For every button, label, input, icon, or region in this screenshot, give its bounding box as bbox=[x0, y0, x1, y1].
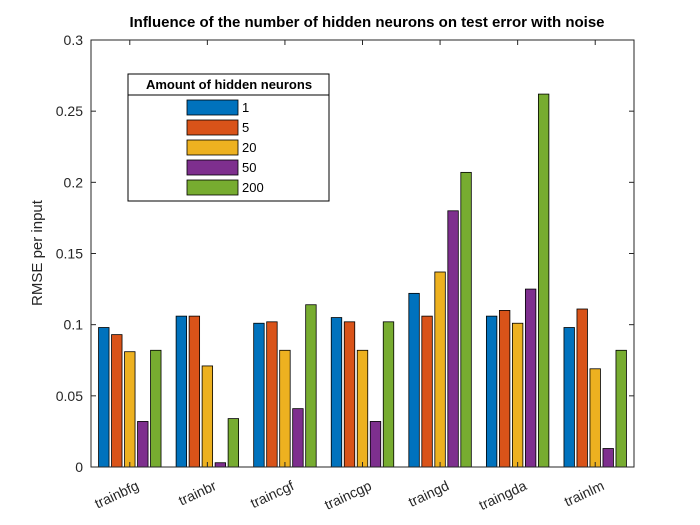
bar-traingda-20 bbox=[511, 322, 524, 468]
y-tick-label: 0 bbox=[75, 459, 83, 475]
bar-traincgf-200 bbox=[305, 304, 317, 468]
x-tick-label: trainbfg bbox=[92, 477, 141, 511]
y-tick-label: 0.05 bbox=[56, 388, 83, 404]
bar-trainbr-20 bbox=[201, 365, 214, 468]
bar-traingd-200 bbox=[460, 171, 472, 468]
bar-traingda-200 bbox=[537, 93, 550, 468]
legend-swatch-5 bbox=[186, 119, 239, 136]
bar-trainbr-50 bbox=[214, 462, 227, 468]
x-tick-label: traingda bbox=[476, 477, 529, 513]
chart-title: Influence of the number of hidden neuron… bbox=[129, 14, 604, 31]
bar-traincgf-50 bbox=[292, 408, 304, 468]
bar-traingd-5 bbox=[421, 315, 433, 468]
bar-traincgp-200 bbox=[382, 321, 395, 468]
y-axis-label: RMSE per input bbox=[29, 199, 46, 306]
bar-traingda-1 bbox=[485, 315, 498, 468]
bar-trainlm-1 bbox=[563, 327, 575, 468]
legend: Amount of hidden neurons 1 5 20 50 200 bbox=[127, 73, 330, 202]
x-tick-label: trainlm bbox=[562, 477, 607, 509]
y-tick-label: 0.25 bbox=[56, 103, 83, 119]
bar-traincgp-50 bbox=[369, 421, 382, 468]
bar-traincgf-1 bbox=[253, 322, 265, 468]
bar-trainbr-5 bbox=[188, 315, 201, 468]
legend-swatch-200 bbox=[186, 179, 239, 196]
bar-trainlm-50 bbox=[602, 448, 614, 468]
bar-traingd-20 bbox=[434, 271, 446, 468]
bar-trainbfg-50 bbox=[137, 421, 149, 468]
bar-traingd-1 bbox=[408, 292, 420, 468]
bar-trainbfg-20 bbox=[124, 351, 136, 468]
bar-trainlm-5 bbox=[576, 308, 588, 468]
y-tick-label: 0.2 bbox=[64, 174, 84, 190]
bar-trainbr-200 bbox=[227, 418, 240, 468]
bar-traingda-5 bbox=[498, 310, 511, 468]
bar-trainbfg-1 bbox=[98, 327, 110, 468]
bar-trainbr-1 bbox=[175, 315, 188, 468]
legend-title: Amount of hidden neurons bbox=[146, 77, 312, 92]
bar-trainlm-20 bbox=[589, 368, 601, 468]
legend-swatch-50 bbox=[186, 159, 239, 176]
legend-items: 1 5 20 50 200 bbox=[186, 99, 264, 196]
legend-label-5: 5 bbox=[242, 120, 249, 135]
y-tick-label: 0.3 bbox=[64, 32, 84, 48]
x-tick-label: traincgp bbox=[322, 477, 374, 513]
legend-label-50: 50 bbox=[242, 160, 256, 175]
bar-traincgp-5 bbox=[343, 321, 356, 468]
bar-traincgp-20 bbox=[356, 349, 369, 468]
bar-trainbfg-5 bbox=[111, 334, 123, 468]
bar-traincgp-1 bbox=[330, 317, 343, 468]
bar-traincgf-5 bbox=[266, 321, 278, 468]
bar-trainlm-200 bbox=[615, 349, 627, 468]
x-tick-label: traincgf bbox=[248, 477, 296, 511]
x-tick-label: traingd bbox=[406, 477, 452, 510]
bars-group bbox=[98, 93, 627, 468]
bar-trainbfg-200 bbox=[150, 349, 162, 468]
legend-label-200: 200 bbox=[242, 180, 264, 195]
y-tick-label: 0.15 bbox=[56, 246, 83, 262]
legend-swatch-1 bbox=[186, 99, 239, 116]
bar-traincgf-20 bbox=[279, 349, 291, 468]
bar-traingda-50 bbox=[524, 288, 537, 468]
x-tick-label: trainbr bbox=[176, 477, 219, 508]
legend-label-1: 1 bbox=[242, 100, 249, 115]
legend-swatch-20 bbox=[186, 139, 239, 156]
bar-traingd-50 bbox=[447, 210, 459, 468]
legend-label-20: 20 bbox=[242, 140, 256, 155]
y-tick-label: 0.1 bbox=[64, 317, 84, 333]
